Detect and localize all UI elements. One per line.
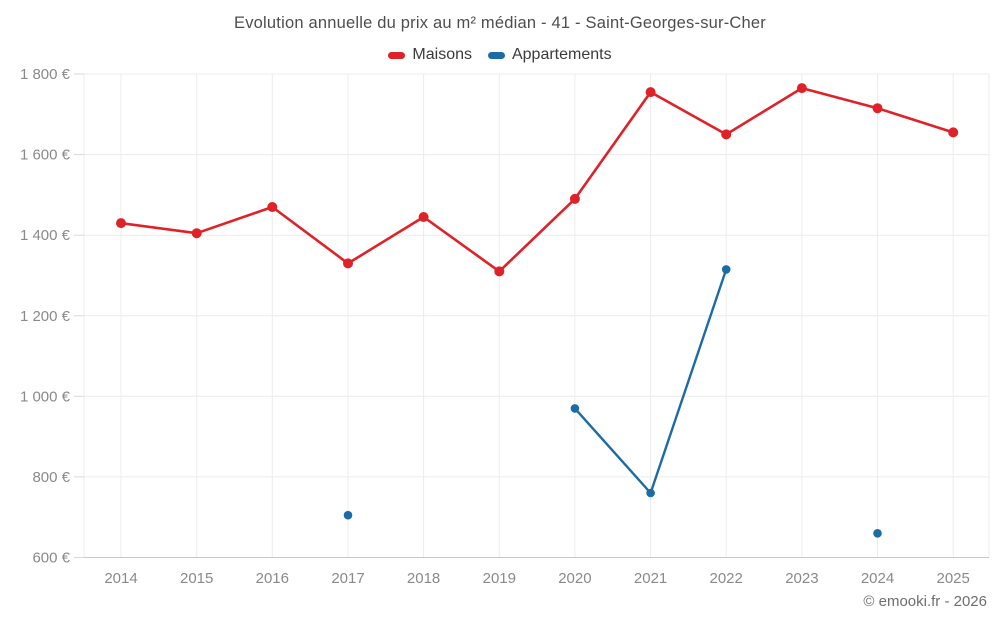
- maisons-point-2021[interactable]: [645, 87, 656, 98]
- maisons-point-2017[interactable]: [343, 258, 353, 269]
- legend-label-appartements: Appartements: [511, 46, 612, 63]
- maisons-point-2014[interactable]: [116, 218, 126, 229]
- x-tick-label: 2022: [710, 570, 743, 587]
- x-tick-label: 2015: [180, 570, 213, 587]
- x-tick-label: 2024: [861, 570, 894, 587]
- x-tick-label: 2018: [407, 570, 440, 587]
- maisons-line: [119, 86, 955, 273]
- copyright-text: © emooki.fr - 2026: [863, 593, 987, 610]
- y-tick-label: 1 200 €: [20, 308, 71, 325]
- y-tick-label: 1 400 €: [20, 227, 71, 244]
- x-axis-tick-labels: 2014 2015 2016 2017 2018 2019 2020 2021 2022 2023…: [104, 570, 970, 587]
- x-tick-label: 2017: [331, 570, 364, 587]
- legend-label-maisons: Maisons: [412, 46, 472, 63]
- legend-swatch-maisons-icon: [388, 51, 406, 59]
- legend-swatch-appartements-icon: [487, 51, 505, 59]
- appartements-point-2022[interactable]: [721, 265, 731, 274]
- x-tick-label: 2019: [483, 570, 516, 587]
- chart-title: Evolution annuelle du prix au m² médian …: [234, 14, 766, 32]
- maisons-markers: [116, 83, 959, 277]
- chart-legend: Maisons Appartements: [0, 46, 1000, 64]
- maisons-point-2018[interactable]: [418, 212, 429, 222]
- x-tick-label: 2014: [104, 570, 137, 587]
- maisons-point-2020[interactable]: [569, 193, 580, 204]
- appartements-point-2020[interactable]: [570, 404, 580, 413]
- y-tick-label: 800 €: [32, 469, 70, 486]
- y-tick-label: 1 600 €: [20, 147, 71, 164]
- maisons-point-2022[interactable]: [721, 129, 732, 140]
- maisons-point-2025[interactable]: [948, 127, 959, 138]
- maisons-point-2015[interactable]: [191, 228, 202, 239]
- maisons-point-2016[interactable]: [267, 202, 278, 212]
- y-axis-tick-labels: 600 € 800 € 1 000 € 1 200 € 1 400 € 1 600 € 1 …: [20, 66, 71, 567]
- maisons-point-2019[interactable]: [494, 266, 505, 277]
- appartements-markers: [343, 265, 882, 538]
- x-tick-label: 2025: [937, 570, 970, 587]
- y-tick-label: 1 000 €: [20, 388, 71, 405]
- x-tick-label: 2020: [558, 570, 591, 587]
- x-tick-label: 2016: [256, 570, 289, 587]
- horizontal-gridlines: [74, 73, 989, 558]
- y-tick-label: 600 €: [32, 550, 70, 567]
- y-tick-label: 1 800 €: [20, 66, 71, 83]
- maisons-point-2023[interactable]: [796, 83, 807, 94]
- legend-item-maisons[interactable]: Maisons: [388, 46, 472, 64]
- appartements-point-2024[interactable]: [873, 529, 882, 538]
- x-tick-label: 2023: [785, 570, 818, 587]
- x-tick-label: 2021: [634, 570, 667, 587]
- legend-item-appartements[interactable]: Appartements: [487, 46, 612, 64]
- appartements-point-2017[interactable]: [343, 510, 353, 520]
- appartements-point-2021[interactable]: [646, 488, 655, 498]
- maisons-point-2024[interactable]: [872, 103, 883, 114]
